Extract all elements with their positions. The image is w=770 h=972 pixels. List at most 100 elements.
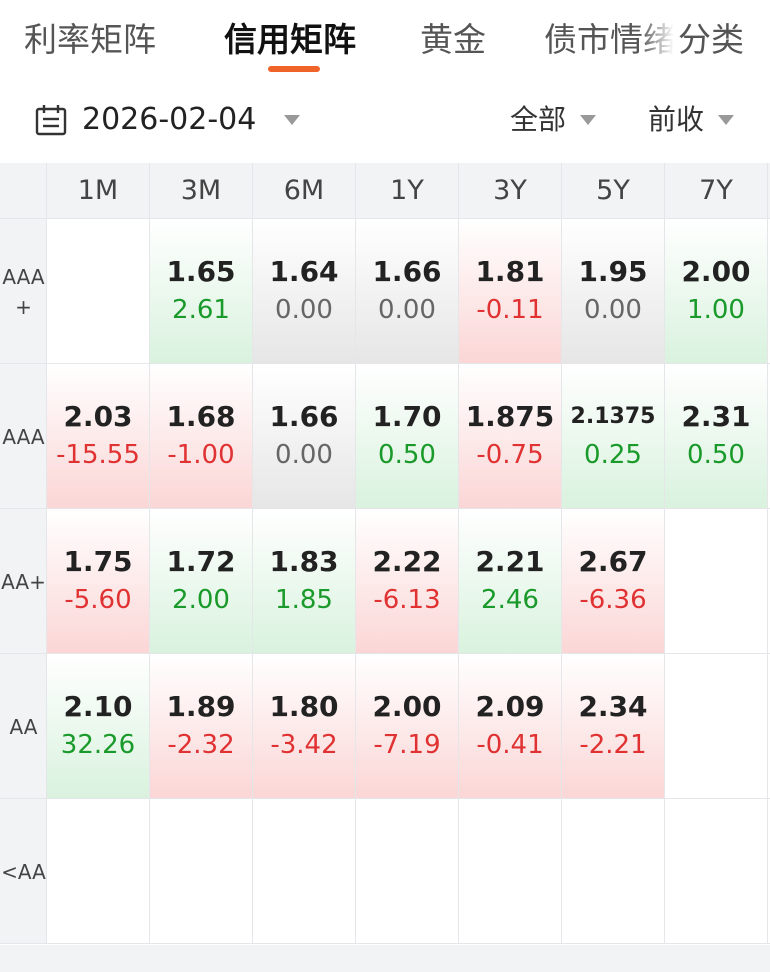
cell-change: 2.00 [172,585,230,615]
cell-change: -0.75 [476,440,544,470]
cell-yield: 1.64 [269,255,339,288]
matrix-cell[interactable]: 1.66 0.00 [356,219,458,363]
cell-yield: 1.875 [465,400,555,433]
matrix-cell[interactable]: 2.21 2.46 [459,509,561,653]
row-label: AA+ [0,509,47,654]
cell-change: -6.36 [579,585,647,615]
cell-yield: 1.80 [269,690,339,723]
cell-yield: 2.09 [475,690,545,723]
active-tab-indicator [268,66,320,72]
column-header: 7Y [699,175,733,206]
matrix-cell[interactable]: 1.83 1.85 [253,509,355,653]
grid-line [252,163,253,944]
cell-change: -2.32 [167,730,235,760]
column-header: 6M [283,175,325,206]
calendar-icon[interactable] [34,103,68,137]
grid-line [561,163,562,944]
matrix-cell[interactable]: 2.1375 0.25 [562,364,664,508]
grid-line [0,943,770,944]
cell-yield: 1.75 [63,545,133,578]
cell-change: -1.00 [167,440,235,470]
matrix-cell[interactable]: 1.80 -3.42 [253,654,355,798]
matrix-cell[interactable]: 1.875 -0.75 [459,364,561,508]
matrix-cell [665,799,767,943]
cell-change: 0.00 [378,295,436,325]
matrix-cell[interactable]: 1.75 -5.60 [47,509,149,653]
cell-change: -6.13 [373,585,441,615]
row-label: AAA + [0,219,47,364]
cell-yield: 1.66 [372,255,442,288]
matrix-cell [47,219,149,363]
matrix-cell[interactable]: 2.10 32.26 [47,654,149,798]
grid-line [46,163,47,944]
matrix-cell[interactable]: 1.65 2.61 [150,219,252,363]
cell-yield: 2.10 [63,690,133,723]
cell-yield: 1.89 [166,690,236,723]
date-selector[interactable]: 2026-02-04 [82,102,257,137]
cell-change: -5.60 [64,585,132,615]
column-header: 3Y [493,175,527,206]
tab-gold[interactable]: 黄金 [420,20,486,59]
cell-change: 0.50 [687,440,745,470]
cell-change: -0.41 [476,730,544,760]
row-label: <AA [0,799,47,944]
cell-yield: 2.00 [372,690,442,723]
cell-change: 0.00 [584,295,642,325]
matrix-cell[interactable]: 2.00 1.00 [665,219,767,363]
matrix-cell[interactable]: 2.67 -6.36 [562,509,664,653]
tab-credit-matrix[interactable]: 信用矩阵 [224,20,356,59]
matrix-header-row: 1M 3M 6M 1Y 3Y 5Y 7Y [0,163,770,219]
matrix-cell[interactable]: 1.81 -0.11 [459,219,561,363]
cell-change: 2.46 [481,585,539,615]
tab-rate-matrix[interactable]: 利率矩阵 [24,20,156,59]
cell-yield: 2.03 [63,400,133,433]
close-filter[interactable]: 前收 [648,103,705,136]
filter-row: 2026-02-04 全部 前收 [0,95,770,145]
cell-change: -0.11 [476,295,544,325]
grid-line [0,653,770,654]
matrix-cell[interactable]: 1.64 0.00 [253,219,355,363]
chevron-down-icon[interactable] [580,115,596,125]
cell-yield: 1.68 [166,400,236,433]
scope-filter[interactable]: 全部 [510,103,567,136]
matrix-cell[interactable]: 1.72 2.00 [150,509,252,653]
cell-yield: 1.65 [166,255,236,288]
matrix-cell[interactable]: 2.00 -7.19 [356,654,458,798]
matrix-cell[interactable]: 1.66 0.00 [253,364,355,508]
chevron-down-icon[interactable] [718,115,734,125]
matrix-cell [665,509,767,653]
column-header: 1M [77,175,119,206]
cell-yield: 1.66 [269,400,339,433]
matrix-cell [150,799,252,943]
cell-yield: 1.83 [269,545,339,578]
cell-yield: 1.72 [166,545,236,578]
tab-category[interactable]: 分类 [676,18,744,62]
chevron-down-icon[interactable] [284,115,300,125]
row-label: AAA [0,364,47,509]
cell-change: -3.42 [270,730,338,760]
matrix-cell [47,799,149,943]
cell-change: 0.50 [378,440,436,470]
grid-line [0,798,770,799]
matrix-cell[interactable]: 1.68 -1.00 [150,364,252,508]
grid-line [458,163,459,944]
matrix-cell[interactable]: 2.09 -0.41 [459,654,561,798]
cell-yield: 2.34 [578,690,648,723]
matrix-cell [253,799,355,943]
cell-change: 1.00 [687,295,745,325]
grid-line [0,218,770,219]
cell-change: -15.55 [56,440,140,470]
cell-yield: 2.1375 [570,404,656,429]
matrix-cell[interactable]: 1.89 -2.32 [150,654,252,798]
matrix-cell [459,799,561,943]
matrix-cell[interactable]: 2.22 -6.13 [356,509,458,653]
column-header: 3M [180,175,222,206]
matrix-cell[interactable]: 1.95 0.00 [562,219,664,363]
matrix-cell [665,654,767,798]
matrix-cell[interactable]: 2.03 -15.55 [47,364,149,508]
matrix-cell[interactable]: 2.34 -2.21 [562,654,664,798]
matrix-cell[interactable]: 1.70 0.50 [356,364,458,508]
matrix-cell[interactable]: 2.31 0.50 [665,364,767,508]
cell-yield: 2.21 [475,545,545,578]
